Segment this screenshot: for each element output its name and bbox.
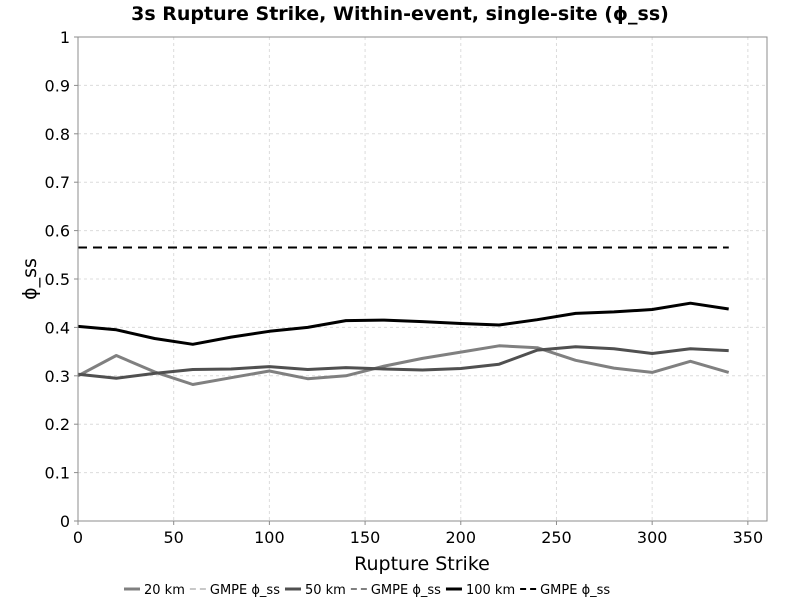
series-line-0	[77, 344, 730, 386]
chart-title: 3s Rupture Strike, Within-event, single-…	[131, 3, 669, 25]
series-line-4	[77, 301, 729, 346]
y-tick-label: 0.5	[45, 270, 70, 289]
legend-label-2: 50 km	[305, 583, 346, 598]
legend-label-0: 20 km	[144, 583, 185, 598]
y-tick-label: 0.1	[45, 464, 70, 483]
y-tick-label: 0.8	[45, 125, 70, 144]
x-tick-label: 150	[350, 528, 381, 547]
y-axis-label: ϕ_ss	[19, 258, 41, 300]
y-tick-label: 0.2	[45, 415, 70, 434]
legend-label-1: GMPE ϕ_ss	[210, 583, 280, 598]
legend: 20 km GMPE ϕ_ss 50 km GMPE ϕ_ss 100 km GMPE ϕ…	[124, 583, 610, 598]
x-tick-label: 50	[164, 528, 184, 547]
x-tick-label: 300	[637, 528, 668, 547]
legend-label-4: 100 km	[466, 583, 515, 598]
x-tick-label: 200	[446, 528, 477, 547]
series-line-2	[77, 345, 729, 380]
y-tick-label: 0.7	[45, 173, 70, 192]
x-tick-label: 350	[733, 528, 764, 547]
y-tick-label: 0.4	[45, 318, 70, 337]
y-tick-label: 0.9	[45, 76, 70, 95]
y-tick-label: 1	[60, 28, 70, 47]
y-tick-label: 0.6	[45, 222, 70, 241]
x-axis-label: Rupture Strike	[354, 553, 490, 575]
y-tick-label: 0.3	[45, 367, 70, 386]
legend-label-5: GMPE ϕ_ss	[540, 583, 610, 598]
y-tick-label: 0	[60, 512, 70, 531]
x-tick-label: 0	[73, 528, 83, 547]
ticks: 0 50 100 150 200 250 300 350 0 0.1 0.2 0.3 0.4 0.5 0.6…	[45, 28, 764, 547]
legend-label-3: GMPE ϕ_ss	[371, 583, 441, 598]
x-tick-label: 100	[254, 528, 285, 547]
series-layer	[77, 246, 730, 386]
x-tick-label: 250	[541, 528, 572, 547]
